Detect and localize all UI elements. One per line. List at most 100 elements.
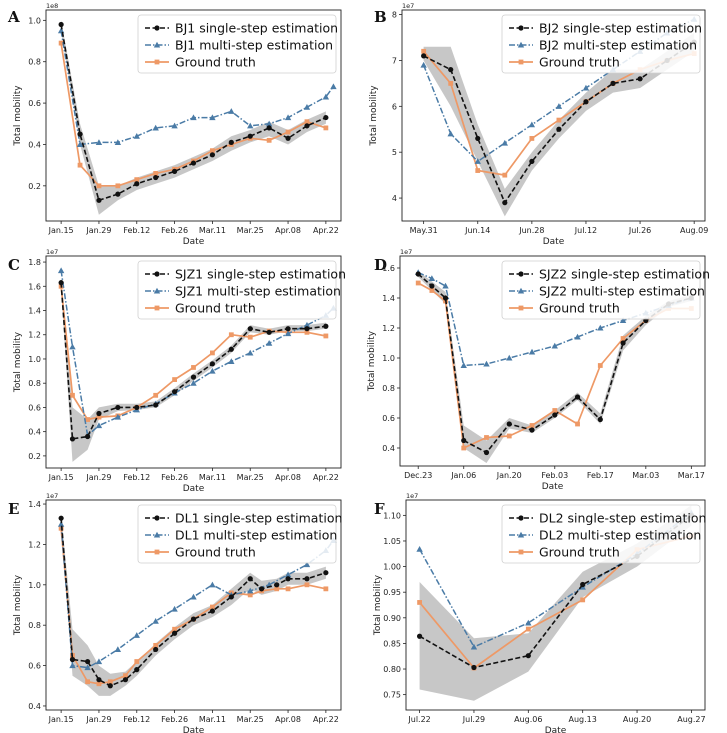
data-point-truth	[580, 597, 586, 603]
data-point-truth	[529, 423, 535, 428]
y-tick-label: 1.00	[383, 563, 401, 572]
y-tick-label: 1.10	[383, 511, 401, 520]
x-tick-label: Mar.11	[199, 473, 226, 482]
data-point-single	[134, 404, 140, 411]
y-axis-label: Total mobility	[367, 330, 377, 392]
axes-frame	[399, 255, 706, 467]
data-point-truth	[77, 162, 83, 168]
y-tick-label: 5	[392, 148, 397, 157]
data-point-multi	[330, 83, 337, 90]
x-tick-label: Feb.12	[123, 226, 150, 235]
uncertainty-band	[61, 514, 326, 696]
legend-label: SJZ2 single-step estimation	[539, 267, 710, 282]
y-tick-label: 0.4	[28, 140, 41, 149]
data-point-truth	[96, 183, 102, 189]
data-point-truth	[421, 48, 427, 54]
x-tick-label: Jul.29	[462, 715, 485, 724]
legend-label: SJZ1 multi-step estimation	[175, 284, 341, 299]
series-line-single	[417, 273, 692, 454]
x-axis-label: Date	[183, 484, 205, 494]
data-point-single	[529, 158, 535, 164]
data-point-single	[58, 21, 64, 28]
data-point-truth	[304, 582, 310, 588]
data-point-truth	[415, 280, 421, 286]
y-tick-label: 1.0	[28, 16, 41, 25]
data-point-single	[525, 653, 531, 659]
data-point-truth	[597, 363, 603, 368]
x-tick-label: Dec.23	[404, 471, 432, 480]
data-point-multi	[303, 321, 311, 328]
x-tick-label: Jan.29	[85, 473, 111, 482]
data-point-truth	[529, 136, 535, 141]
x-axis-label: Date	[183, 237, 205, 247]
data-point-truth	[210, 350, 215, 356]
legend-marker-multi	[153, 41, 161, 48]
data-point-multi	[525, 619, 532, 626]
x-tick-label: Feb.03	[541, 471, 568, 480]
data-point-single	[556, 126, 562, 132]
data-point-single	[583, 99, 589, 105]
data-point-single	[247, 576, 253, 582]
data-point-multi	[171, 122, 178, 129]
legend-marker-multi	[517, 531, 525, 538]
data-point-single	[258, 586, 265, 592]
x-tick-label: Jun.28	[518, 226, 544, 235]
panel-C: C Jan.15 Jan.29 Feb.12 Feb.26 Mar.11 Mar.25 Apr…	[8, 248, 346, 494]
y-axis-label: Total mobility	[13, 574, 23, 636]
y-tick-label: 0.6	[28, 403, 41, 412]
uncertainty-band	[61, 277, 326, 462]
data-point-multi	[114, 139, 122, 145]
data-point-multi	[582, 84, 590, 91]
data-point-truth	[525, 626, 531, 632]
axes-frame	[45, 9, 342, 222]
data-point-truth	[274, 586, 280, 592]
data-point-single	[506, 421, 512, 427]
legend-box	[501, 260, 701, 320]
x-tick-label: Apr.22	[313, 715, 339, 724]
data-point-truth	[153, 392, 159, 398]
x-tick-label: Jan.15	[48, 473, 74, 482]
axis-exponent: 1e7	[46, 248, 58, 256]
legend-marker-single	[154, 515, 160, 521]
x-tick-label: Feb.12	[123, 473, 150, 482]
legend-label: SJZ2 multi-step estimation	[539, 284, 705, 299]
plot-area	[57, 20, 337, 215]
data-point-single	[77, 131, 83, 137]
data-point-single	[475, 135, 481, 142]
data-point-multi	[528, 121, 536, 128]
data-point-multi	[133, 132, 140, 139]
x-tick-label: Feb.26	[161, 473, 188, 482]
data-point-single	[304, 326, 310, 332]
panel-letter: B	[374, 8, 387, 26]
data-point-truth	[134, 659, 140, 664]
x-tick-label: Mar.25	[237, 226, 264, 235]
data-point-single	[107, 683, 113, 689]
data-point-truth	[266, 137, 272, 143]
data-point-single	[421, 53, 427, 59]
data-point-truth	[134, 177, 140, 183]
data-point-truth	[323, 125, 329, 131]
data-point-truth	[115, 183, 121, 189]
data-point-truth	[323, 586, 329, 592]
data-point-single	[304, 576, 310, 582]
data-point-single	[483, 449, 490, 456]
data-point-single	[597, 416, 603, 423]
x-tick-label: Mar.03	[632, 471, 659, 480]
y-tick-label: 1.6	[28, 282, 41, 291]
data-point-single	[190, 374, 197, 380]
y-tick-label: 6	[392, 102, 397, 111]
y-tick-label: 0.4	[382, 444, 395, 453]
y-axis-label: Total mobility	[13, 85, 23, 147]
data-point-multi	[322, 93, 330, 100]
data-point-truth	[85, 679, 91, 685]
x-tick-label: Feb.26	[161, 715, 188, 724]
x-tick-label: Aug.27	[677, 715, 705, 724]
series-line-single	[60, 282, 327, 440]
data-point-truth	[191, 365, 196, 370]
data-point-truth	[461, 445, 467, 451]
data-point-multi	[84, 664, 91, 671]
data-point-multi	[114, 646, 122, 652]
axis-exponent: 1e7	[46, 492, 58, 500]
y-tick-label: 0.8	[28, 379, 41, 388]
panel-A: A Jan.15 Jan.29 Feb.12 Feb.26 Mar.11 Mar.25 Apr…	[7, 2, 342, 247]
